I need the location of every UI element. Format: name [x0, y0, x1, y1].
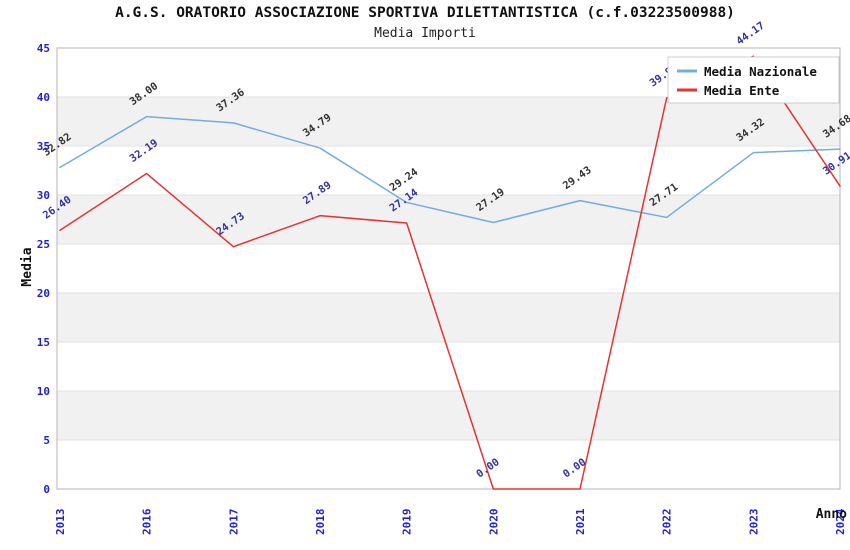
chart-title: A.G.S. ORATORIO ASSOCIAZIONE SPORTIVA DI… — [115, 5, 735, 21]
y-tick-label: 40 — [37, 91, 50, 104]
legend-label: Media Ente — [704, 83, 780, 98]
y-tick-label: 5 — [43, 434, 50, 447]
plot-band — [57, 195, 840, 244]
x-tick-label: 2013 — [54, 509, 67, 536]
series-line-media-nazionale — [59, 115, 841, 224]
legend-box — [667, 56, 840, 104]
y-tick-label: 30 — [37, 189, 50, 202]
y-tick-label: 25 — [37, 238, 50, 251]
y-axis-title: Media — [20, 247, 35, 286]
x-tick-label: 2022 — [661, 509, 674, 536]
x-tick-label: 2017 — [227, 509, 240, 536]
plot-band — [57, 293, 840, 342]
x-tick-label: 2021 — [574, 508, 587, 535]
y-tick-label: 15 — [37, 336, 50, 349]
legend-label: Media Nazionale — [704, 64, 817, 79]
data-label: 29.43 — [561, 164, 594, 192]
y-tick-label: 0 — [43, 483, 50, 496]
y-tick-label: 45 — [37, 42, 50, 55]
x-axis-title: Anno — [816, 507, 847, 522]
data-label: 0.00 — [561, 456, 589, 480]
x-tick-label: 2016 — [141, 508, 154, 535]
x-tick-label: 2019 — [401, 509, 414, 536]
x-tick-label: 2018 — [314, 509, 327, 536]
data-label: 0.00 — [474, 456, 502, 480]
x-tick-label: 2024 — [834, 508, 847, 535]
y-tick-label: 35 — [37, 140, 50, 153]
chart-subtitle: Media Importi — [374, 26, 476, 41]
x-tick-label: 2023 — [747, 509, 760, 536]
data-label: 30.91 — [821, 150, 850, 178]
plot-frame — [56, 47, 841, 490]
data-label: 44.17 — [734, 20, 767, 48]
plot-band — [57, 97, 840, 146]
y-tick-label: 20 — [37, 287, 50, 300]
x-tick-label: 2020 — [487, 509, 500, 536]
plot-band — [57, 391, 840, 440]
y-tick-label: 10 — [37, 385, 50, 398]
